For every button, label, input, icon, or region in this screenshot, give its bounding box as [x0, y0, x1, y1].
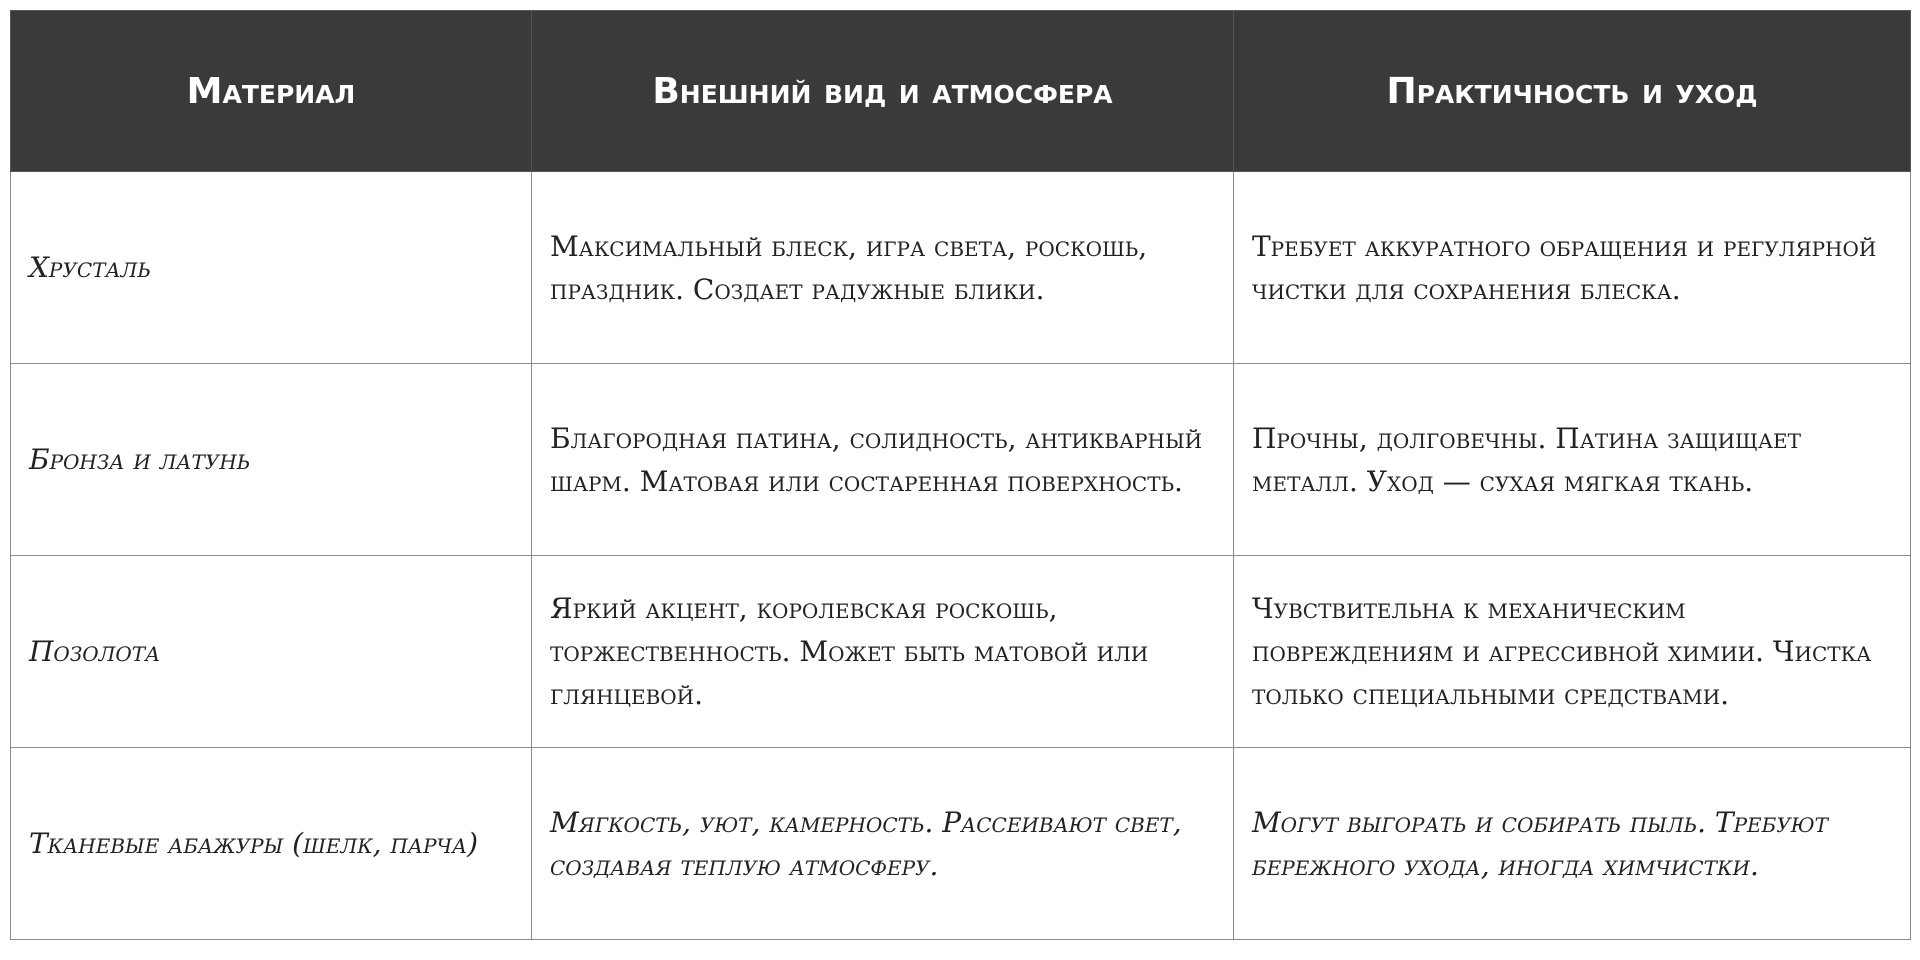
table-row: Тканевые абажуры (шелк, парча) Мягкость, … — [10, 747, 1911, 940]
table-row: Хрусталь Максимальный блеск, игра света, … — [10, 171, 1911, 364]
table-cell: Позолота — [10, 555, 532, 748]
table-cell: Максимальный блеск, игра света, роскошь,… — [531, 171, 1234, 364]
materials-table: Материал Внешний вид и атмосфера Практично… — [10, 10, 1911, 940]
table-cell: Могут выгорать и собирать пыль. Требуют … — [1233, 747, 1911, 940]
table-cell: Яркий акцент, королевская роскошь, торже… — [531, 555, 1234, 748]
table-cell: Бронза и латунь — [10, 363, 532, 556]
table-cell: Тканевые абажуры (шелк, парча) — [10, 747, 532, 940]
table-cell: Благородная патина, солидность, антиквар… — [531, 363, 1234, 556]
table-cell: Мягкость, уют, камерность. Рассеивают св… — [531, 747, 1234, 940]
table-header: Материал Внешний вид и атмосфера Практично… — [10, 10, 1911, 172]
table-cell: Прочны, долговечны. Патина защищает мета… — [1233, 363, 1911, 556]
table-cell: Требует аккуратного обращения и регулярн… — [1233, 171, 1911, 364]
header-cell: Материал — [10, 10, 532, 172]
table-row: Бронза и латунь Благородная патина, солид… — [10, 363, 1911, 556]
header-cell: Практичность и уход — [1233, 10, 1911, 172]
table-body: Хрусталь Максимальный блеск, игра света, … — [10, 171, 1911, 940]
header-row: Материал Внешний вид и атмосфера Практично… — [10, 10, 1911, 172]
table-cell: Хрусталь — [10, 171, 532, 364]
header-cell: Внешний вид и атмосфера — [531, 10, 1234, 172]
table-cell: Чувствительна к механическим повреждения… — [1233, 555, 1911, 748]
table-row: Позолота Яркий акцент, королевская роскош… — [10, 555, 1911, 748]
